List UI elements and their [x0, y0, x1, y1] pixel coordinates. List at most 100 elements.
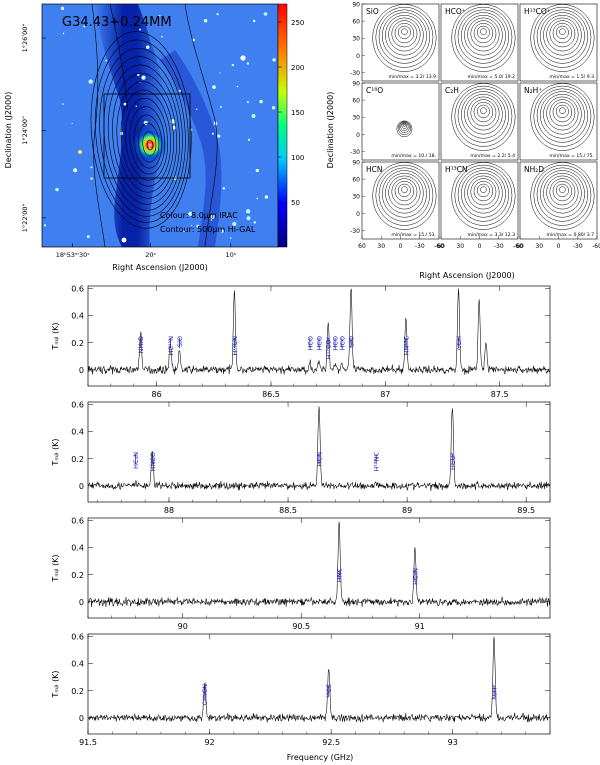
contour-level — [552, 23, 573, 44]
contour-level — [533, 6, 592, 68]
star — [161, 35, 163, 38]
contour-level — [381, 170, 427, 218]
map-ytick-label: 0 — [356, 132, 360, 139]
star — [245, 209, 251, 214]
spectrum-ytick-label: 0 — [79, 482, 84, 491]
line-label: HC₃N — [132, 452, 140, 469]
contour-level — [539, 170, 585, 218]
star — [253, 221, 256, 224]
contour-level — [399, 121, 410, 133]
spectrum-ylabel: Tₘᵦ (K) — [51, 322, 60, 350]
map-ytick-label: 90 — [352, 81, 360, 88]
star — [141, 75, 146, 80]
contour-level — [107, 64, 180, 205]
map-xtick-label: 30 — [377, 243, 385, 250]
map-frame — [440, 161, 519, 240]
ir-source-glow — [132, 127, 168, 163]
line-label: HCO — [316, 336, 324, 351]
map-frame — [440, 82, 519, 161]
star — [255, 168, 259, 173]
map-molecule-name: C¹⁸O — [366, 86, 383, 95]
line-label: H¹⁵NC — [373, 452, 381, 472]
contour-level — [372, 162, 437, 230]
spectrum-ytick-label: 0.6 — [71, 517, 84, 526]
spectrum-ytick-label: 0 — [79, 714, 84, 723]
map-xtick-label: -30 — [415, 243, 425, 250]
contour-level — [388, 175, 421, 210]
contour-level — [372, 4, 437, 72]
image-content: G34.43+0.24MM Colour: 8.0μm IRAC Contour… — [42, 4, 278, 247]
colorbar-tick-label: 150 — [291, 109, 304, 117]
star — [86, 235, 90, 239]
spectrum-xtick-label: 90.5 — [292, 622, 310, 631]
spectrum-xtick-label: 92.5 — [322, 738, 340, 747]
star — [88, 79, 93, 84]
map-minmax: min/max = 0.80/ 3.7 — [546, 232, 594, 238]
spectrum-ytick-label: 0.4 — [71, 544, 84, 553]
map-contours — [451, 83, 516, 151]
map-ytick-label: 60 — [352, 19, 360, 26]
star — [121, 237, 127, 243]
contour-level — [146, 139, 154, 151]
spectrum-ytick-label: 0.6 — [71, 285, 84, 294]
spectrum-ytick-label: 0.2 — [71, 687, 84, 696]
spectrum-trace — [88, 636, 550, 723]
contour-level — [549, 178, 576, 206]
map-xtick-label: 30 — [456, 243, 464, 250]
map-ytick-label: -30 — [350, 228, 360, 235]
map-frame — [361, 82, 440, 161]
star — [178, 89, 182, 92]
star — [256, 197, 259, 200]
map-molecule-name: NH₂D — [524, 165, 544, 174]
contour-level — [401, 186, 408, 193]
maps-ylabel: Declination (J2000) — [326, 92, 335, 169]
map-minmax: min/max = 3.2/ 13.9 — [388, 74, 436, 80]
contour-level — [378, 167, 431, 222]
star — [251, 114, 256, 118]
contour-level — [555, 25, 569, 40]
contour-level — [464, 14, 503, 56]
contour-level — [552, 102, 573, 123]
star — [230, 237, 232, 239]
star — [146, 45, 150, 49]
contour-level — [375, 164, 434, 226]
spectrum-ylabel: Tₘᵦ (K) — [51, 554, 60, 582]
contour-level — [454, 85, 513, 147]
colorbar-ticks: 250 200 150 100 50 — [278, 19, 304, 207]
contour-level — [555, 183, 569, 198]
line-label: HCO — [332, 336, 340, 351]
map-xtick-label: 0 — [478, 243, 482, 250]
star — [210, 219, 213, 221]
map-panel: HCN min/max = 15./ 53. 90 60 30 0 -30 60 30 0 -30 -… — [350, 160, 444, 251]
map-ytick-label: 30 — [352, 36, 360, 43]
spectrum-xtick-label: 88 — [164, 506, 174, 515]
contour-level — [129, 106, 166, 175]
line-label: CH₃CN — [201, 684, 209, 706]
star — [196, 224, 200, 228]
star — [219, 72, 221, 74]
star — [62, 32, 65, 35]
line-label: SiO — [176, 336, 184, 347]
star — [236, 85, 239, 88]
contour-level — [385, 14, 424, 56]
line-label: HCN — [316, 452, 324, 466]
star — [149, 147, 151, 149]
map-ytick-label: 0 — [356, 53, 360, 60]
spectrum-ytick-label: 0.4 — [71, 312, 84, 321]
star — [259, 99, 263, 104]
map-molecule-name: SiO — [366, 7, 379, 16]
map-contours — [451, 4, 516, 72]
contour-level — [480, 107, 487, 114]
star — [231, 63, 235, 67]
line-label: SiO — [348, 336, 356, 347]
contour-level — [559, 186, 566, 193]
contour-level — [112, 72, 177, 199]
line-label: HC¹⁵N — [167, 336, 175, 356]
map-molecule-name: H¹³CN — [445, 165, 468, 174]
contour-level — [109, 4, 129, 111]
map-minmax: min/max = 5.0/ 19.2 — [467, 74, 515, 80]
map-ytick-label: 0 — [356, 211, 360, 218]
contour-level — [530, 162, 595, 230]
contour-level — [533, 85, 592, 147]
